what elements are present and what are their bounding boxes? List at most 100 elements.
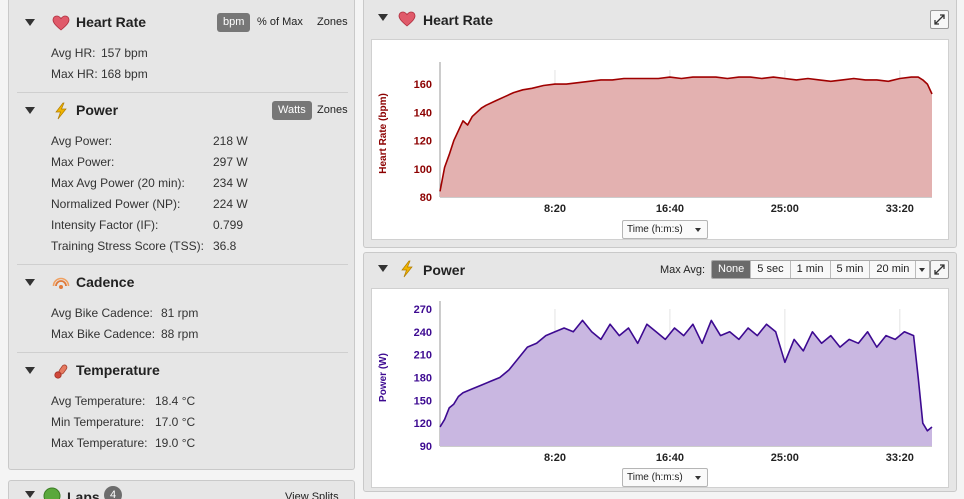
- max-cadence-value: 88 rpm: [161, 327, 199, 341]
- power-chart-area: 90 120 150 180 210 240 270 8:20 16:40 25:00 33:20 P…: [371, 288, 949, 488]
- power-y-tick-label: 150: [414, 395, 432, 407]
- bpm-toggle[interactable]: bpm: [217, 13, 251, 32]
- cadence-title: Cadence: [76, 274, 135, 290]
- view-splits-link[interactable]: View Splits: [285, 491, 339, 499]
- max-avg-none-button[interactable]: None: [712, 261, 752, 278]
- lightning-bolt-icon: [401, 260, 413, 278]
- collapse-triangle-icon[interactable]: [25, 279, 35, 286]
- collapse-triangle-icon[interactable]: [25, 19, 35, 26]
- heart-icon: [52, 15, 70, 31]
- max-avg-power-label: Max Avg Power (20 min):: [51, 176, 185, 190]
- thermometer-icon: [54, 364, 68, 379]
- heart-rate-chart-card: Heart Rate 80 100 120 140 160 8:20 16:40 25:00 3…: [363, 0, 957, 248]
- heart-rate-title: Heart Rate: [76, 14, 147, 30]
- heart-rate-section-header[interactable]: Heart Rate bpm % of Max Zones: [17, 12, 348, 34]
- collapse-triangle-icon[interactable]: [378, 265, 388, 272]
- collapse-triangle-icon[interactable]: [25, 491, 35, 498]
- power-series-area: [440, 320, 932, 446]
- hr-chart-title: Heart Rate: [423, 12, 494, 28]
- hr-chart-svg: 80 100 120 140 160 8:20 16:40 25:00 33:20 Heart R…: [378, 62, 933, 215]
- max-hr-value: 168 bpm: [101, 67, 148, 81]
- avg-cadence-value: 81 rpm: [161, 306, 199, 320]
- tss-label: Training Stress Score (TSS):: [51, 239, 204, 253]
- avg-power-label: Avg Power:: [51, 134, 113, 148]
- min-temperature-label: Min Temperature:: [51, 415, 145, 429]
- max-avg-5min-button[interactable]: 5 min: [831, 261, 871, 278]
- power-y-tick-label: 240: [414, 327, 432, 339]
- normalized-power-value: 224 W: [213, 197, 248, 211]
- hr-series-line: [439, 76, 933, 192]
- avg-hr-label: Avg HR:: [51, 46, 96, 60]
- cadence-section-header[interactable]: Cadence: [17, 272, 348, 294]
- power-x-tick-label: 33:20: [886, 452, 914, 464]
- hr-y-tick-label: 100: [414, 164, 432, 176]
- power-chart-svg: 90 120 150 180 210 240 270 8:20 16:40 25:00 33:20 P…: [378, 301, 933, 464]
- hr-y-tick-label: 120: [414, 136, 432, 148]
- section-divider: [17, 352, 348, 353]
- hr-time-axis-select-label: Time (h:m:s): [627, 224, 683, 235]
- max-avg-label: Max Avg:: [660, 264, 706, 276]
- chevron-down-icon: [695, 228, 701, 232]
- intensity-factor-value: 0.799: [213, 218, 244, 232]
- laps-count-badge: 4: [104, 486, 122, 499]
- power-time-axis-select[interactable]: Time (h:m:s): [622, 468, 708, 487]
- max-avg-1min-button[interactable]: 1 min: [791, 261, 831, 278]
- chevron-down-icon[interactable]: [916, 261, 929, 278]
- hr-time-axis-select[interactable]: Time (h:m:s): [622, 220, 708, 239]
- percent-of-max-toggle[interactable]: % of Max: [257, 16, 303, 28]
- laps-icon: [43, 487, 61, 499]
- max-cadence-label: Max Bike Cadence:: [51, 327, 156, 341]
- avg-temperature-label: Avg Temperature:: [51, 394, 146, 408]
- hr-x-tick-label: 16:40: [656, 203, 684, 215]
- power-zones-toggle[interactable]: Zones: [317, 104, 348, 116]
- power-y-tick-label: 90: [420, 441, 432, 453]
- temperature-section-header[interactable]: Temperature: [17, 360, 348, 382]
- power-y-tick-label: 270: [414, 304, 432, 316]
- min-temperature-value: 17.0 °C: [155, 415, 196, 429]
- max-avg-5sec-button[interactable]: 5 sec: [751, 261, 791, 278]
- max-hr-label: Max HR:: [51, 67, 98, 81]
- max-avg-20min-button[interactable]: 20 min: [870, 261, 917, 278]
- laps-title: Laps: [67, 489, 100, 499]
- max-power-label: Max Power:: [51, 155, 115, 169]
- power-section: Power Watts Zones Avg Power: 218 W Max P…: [17, 100, 348, 260]
- max-temperature-value: 19.0 °C: [155, 436, 196, 450]
- power-chart-title: Power: [423, 262, 466, 278]
- power-x-tick-label: 16:40: [656, 452, 684, 464]
- hr-x-tick-label: 8:20: [544, 203, 566, 215]
- heart-rate-section: Heart Rate bpm % of Max Zones Avg HR: 15…: [17, 12, 348, 92]
- collapse-triangle-icon[interactable]: [378, 14, 388, 21]
- power-y-axis-label: Power (W): [378, 353, 389, 402]
- avg-hr-value: 157 bpm: [101, 46, 148, 60]
- power-chart-card: Power Max Avg: None 5 sec 1 min 5 min 20…: [363, 252, 957, 492]
- avg-cadence-label: Avg Bike Cadence:: [51, 306, 153, 320]
- expand-arrows-icon[interactable]: [930, 260, 949, 279]
- cadence-icon: [52, 277, 70, 289]
- collapse-triangle-icon[interactable]: [25, 367, 35, 374]
- chevron-down-icon: [695, 476, 701, 480]
- power-y-tick-label: 120: [414, 418, 432, 430]
- hr-zones-toggle[interactable]: Zones: [317, 16, 348, 28]
- hr-chart-area: 80 100 120 140 160 8:20 16:40 25:00 33:20 Heart R…: [371, 39, 949, 240]
- max-avg-segmented-control: None 5 sec 1 min 5 min 20 min: [711, 260, 931, 279]
- max-temperature-label: Max Temperature:: [51, 436, 148, 450]
- hr-y-tick-label: 160: [414, 79, 432, 91]
- intensity-factor-label: Intensity Factor (IF):: [51, 218, 159, 232]
- normalized-power-label: Normalized Power (NP):: [51, 197, 181, 211]
- max-power-value: 297 W: [213, 155, 248, 169]
- power-series-line: [439, 319, 933, 432]
- max-avg-power-value: 234 W: [213, 176, 248, 190]
- expand-arrows-icon[interactable]: [930, 10, 949, 29]
- hr-y-tick-label: 80: [420, 192, 432, 204]
- collapse-triangle-icon[interactable]: [25, 107, 35, 114]
- power-section-header[interactable]: Power Watts Zones: [17, 100, 348, 122]
- heart-icon: [398, 11, 416, 27]
- avg-temperature-value: 18.4 °C: [155, 394, 196, 408]
- hr-x-tick-label: 25:00: [771, 203, 799, 215]
- summary-panel: Heart Rate bpm % of Max Zones Avg HR: 15…: [8, 0, 355, 470]
- temperature-section: Temperature Avg Temperature: 18.4 °C Min…: [17, 360, 348, 458]
- watts-toggle[interactable]: Watts: [272, 101, 312, 120]
- power-y-tick-label: 180: [414, 373, 432, 385]
- hr-y-axis-label: Heart Rate (bpm): [378, 93, 389, 174]
- hr-series-area: [440, 77, 932, 197]
